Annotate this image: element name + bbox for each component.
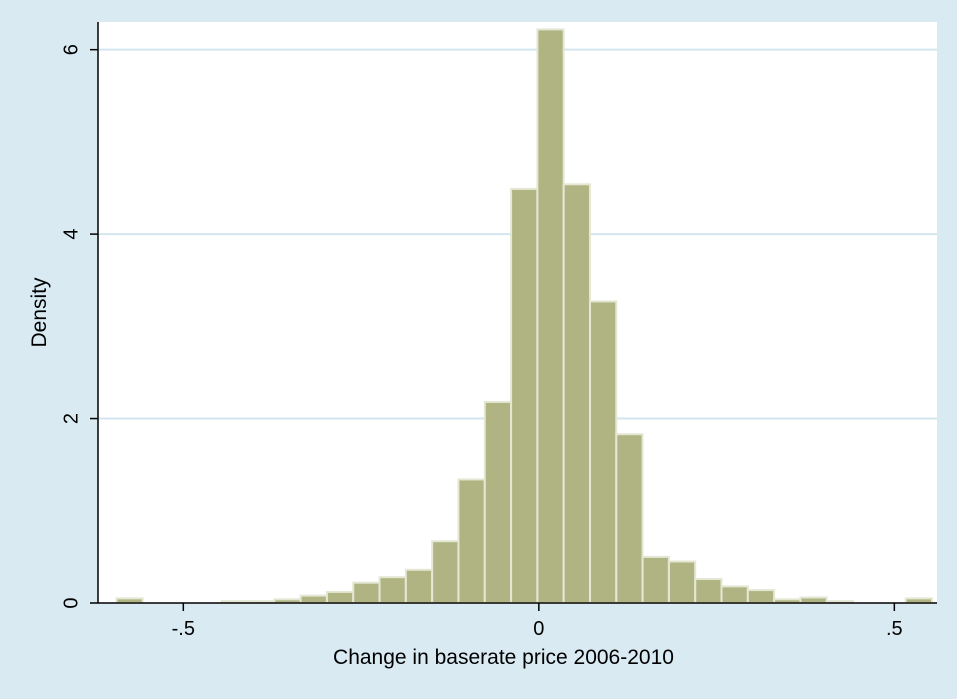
- histogram-bar: [799, 596, 828, 605]
- histogram-bars: [115, 28, 933, 605]
- x-axis-title: Change in baserate price 2006-2010: [333, 646, 674, 669]
- axes: 0 2 4 6 -.5 0 .5: [60, 22, 937, 640]
- histogram-bar: [352, 581, 381, 605]
- histogram-bar: [483, 400, 513, 605]
- histogram-bar: [404, 568, 434, 604]
- histogram-bar: [378, 576, 407, 605]
- histogram-bar: [562, 183, 591, 605]
- x-tick-label: 0: [533, 618, 544, 640]
- histogram-bar: [641, 555, 670, 605]
- histogram-bar: [536, 28, 565, 604]
- y-tick-label: 0: [60, 597, 82, 608]
- x-tick-label: .5: [886, 618, 903, 640]
- histogram-bar: [299, 594, 328, 604]
- y-tick-label: 4: [60, 229, 82, 240]
- histogram-bar: [720, 585, 749, 605]
- histogram-bar: [746, 589, 776, 604]
- histogram-bar: [589, 300, 618, 604]
- histogram-bar: [457, 478, 486, 604]
- y-tick-label: 6: [60, 44, 82, 55]
- histogram-bar: [615, 433, 644, 604]
- histogram-bar: [431, 540, 460, 605]
- x-tick-label: -.5: [172, 618, 195, 640]
- histogram-bar: [694, 578, 723, 604]
- y-axis-title: Density: [28, 277, 51, 348]
- histogram-bar: [510, 187, 539, 605]
- histogram-bar: [325, 590, 355, 605]
- y-tick-label: 2: [60, 413, 82, 424]
- histogram-bar: [667, 560, 697, 604]
